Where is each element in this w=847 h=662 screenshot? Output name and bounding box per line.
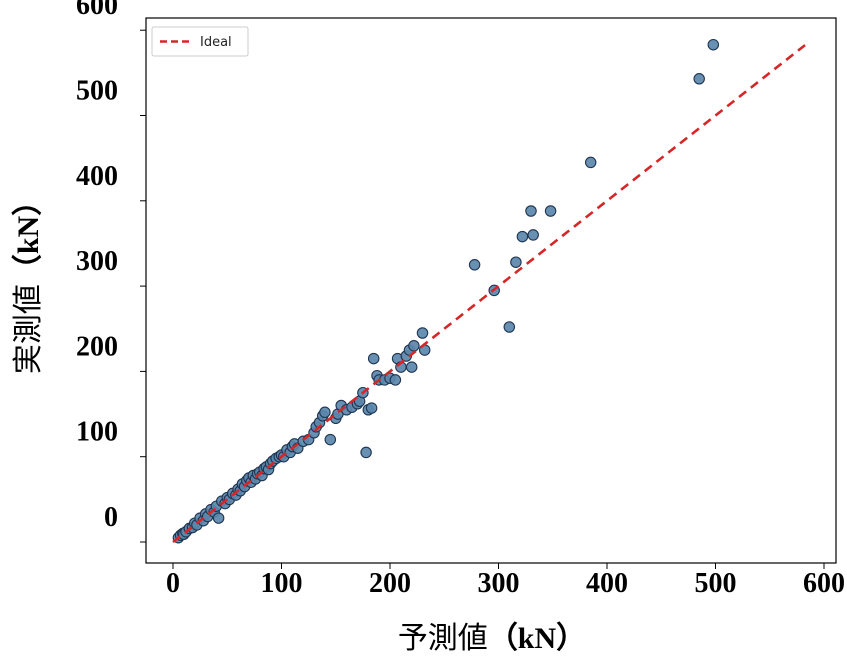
legend-box — [151, 26, 249, 57]
y-tick-label: 200 — [76, 331, 118, 362]
y-tick-label: 500 — [76, 76, 118, 107]
data-point — [416, 327, 429, 339]
data-point — [707, 38, 720, 51]
y-axis-ticks: 0 100 200 300 400 500 600 — [76, 0, 146, 543]
x-axis-label: 予測値（kN） — [398, 621, 586, 656]
y-axis-label: 実測値（kN） — [11, 186, 46, 374]
data-point — [389, 374, 402, 386]
x-axis-ticks: 0 100 200 300 400 500 600 — [166, 563, 845, 599]
data-point — [584, 156, 597, 169]
y-tick-label: 0 — [104, 502, 118, 533]
data-point — [516, 230, 529, 243]
x-tick-label: 200 — [369, 568, 411, 599]
x-tick-label: 0 — [166, 568, 180, 599]
x-tick-label: 500 — [695, 568, 737, 599]
legend: Ideal — [151, 26, 249, 57]
x-tick-label: 600 — [803, 568, 845, 599]
data-point — [405, 361, 418, 373]
y-tick-label: 400 — [76, 161, 118, 192]
data-point — [367, 352, 380, 365]
data-point — [527, 229, 539, 241]
y-tick-label: 600 — [76, 0, 118, 21]
data-point — [503, 321, 516, 333]
data-points — [172, 38, 720, 544]
data-point — [510, 256, 522, 268]
x-tick-label: 300 — [478, 568, 520, 599]
y-tick-label: 100 — [76, 417, 118, 448]
data-point — [525, 205, 537, 217]
data-point — [544, 205, 557, 217]
legend-entry-ideal: Ideal — [200, 35, 232, 50]
data-point — [319, 406, 331, 419]
y-tick-label: 300 — [76, 246, 118, 277]
data-point — [360, 446, 372, 459]
data-point — [693, 73, 705, 85]
data-point — [365, 402, 378, 414]
data-point — [468, 259, 481, 271]
x-tick-label: 400 — [586, 568, 628, 599]
data-point — [324, 433, 337, 446]
data-point — [408, 340, 420, 352]
x-tick-label: 100 — [261, 568, 303, 599]
data-point — [212, 512, 225, 524]
